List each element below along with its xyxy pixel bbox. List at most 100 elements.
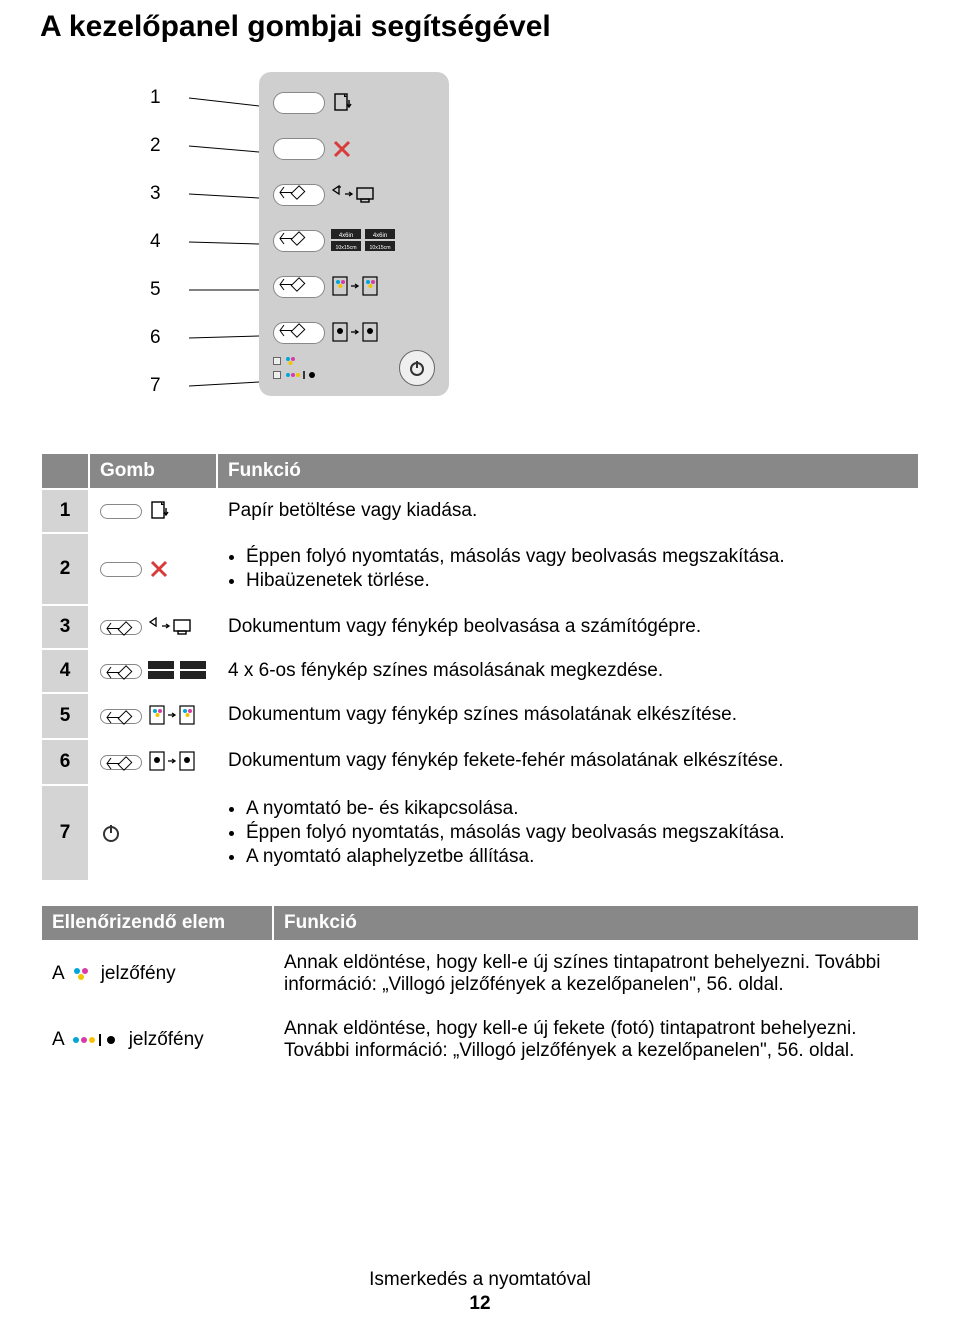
power-button[interactable]	[399, 350, 435, 386]
panel-row-2	[273, 132, 435, 166]
mini-button[interactable]	[100, 562, 142, 577]
row-num: 1	[42, 490, 88, 532]
label-b: jelzőfény	[101, 963, 176, 985]
table-row: 4 4 x 6-os fénykép színes másolásának me…	[42, 650, 918, 692]
control-panel: 4x6in 10x15cm 4x6in 10x15cm	[259, 72, 449, 396]
table-row: 3 Dokumentum vagy fénykép beolvasása a s…	[42, 606, 918, 648]
mini-button[interactable]	[100, 709, 142, 724]
row-icon	[90, 534, 216, 604]
scan-to-pc-icon	[331, 184, 377, 206]
row-desc: 4 x 6-os fénykép színes másolásának megk…	[218, 650, 918, 692]
table-row: 5 Dokumentum vagy fénykép színes másolat…	[42, 694, 918, 738]
row-icon	[90, 786, 216, 880]
row-icon	[90, 694, 216, 738]
button-scan[interactable]	[273, 184, 325, 206]
row-desc: Éppen folyó nyomtatás, másolás vagy beol…	[218, 534, 918, 604]
row-num: 6	[42, 740, 88, 784]
button-paper[interactable]	[273, 92, 325, 114]
row-icon	[90, 490, 216, 532]
bw-copy-icon	[148, 750, 198, 774]
elem-cell: A jelzőfény	[42, 942, 272, 1006]
button-4x6[interactable]	[273, 230, 325, 252]
desc-item: A nyomtató be- és kikapcsolása.	[246, 798, 908, 820]
mini-button[interactable]	[100, 664, 142, 679]
svg-text:10x15cm: 10x15cm	[335, 245, 356, 251]
panel-num-1: 1	[150, 84, 161, 112]
scan-to-pc-icon	[148, 616, 194, 638]
panel-bottom	[273, 350, 435, 386]
row-icon	[90, 740, 216, 784]
row-icon	[90, 650, 216, 692]
table-row: 1 Papír betöltése vagy kiadása.	[42, 490, 918, 532]
svg-text:4x6in: 4x6in	[372, 233, 386, 239]
cancel-icon	[148, 558, 170, 580]
table-row: 2 Éppen folyó nyomtatás, másolás vagy be…	[42, 534, 918, 604]
row-num: 5	[42, 694, 88, 738]
panel-num-6: 6	[150, 324, 161, 352]
th-gomb: Gomb	[90, 454, 216, 488]
mini-button[interactable]	[100, 504, 142, 519]
label-b: jelzőfény	[129, 1029, 204, 1051]
button-bw-copy[interactable]	[273, 322, 325, 344]
row-desc: Dokumentum vagy fénykép színes másolatán…	[218, 694, 918, 738]
table-row: 6 Dokumentum vagy fénykép fekete-fehér m…	[42, 740, 918, 784]
panel-num-2: 2	[150, 132, 161, 160]
panel-num-4: 4	[150, 228, 161, 256]
button-color-copy[interactable]	[273, 276, 325, 298]
th-funkcio2: Funkció	[274, 906, 918, 940]
page-title: A kezelőpanel gombjai segítségével	[40, 10, 920, 44]
photo-size-icon	[180, 661, 206, 681]
row-desc: A nyomtató be- és kikapcsolása. Éppen fo…	[218, 786, 918, 880]
th-blank	[42, 454, 88, 488]
panel-row-6	[273, 316, 435, 350]
mini-button[interactable]	[100, 755, 142, 770]
panel-illustration: 1 2 3 4 5 6 7	[150, 72, 920, 424]
footer-title: Ismerkedés a nyomtatóval	[0, 1268, 960, 1293]
button-cancel[interactable]	[273, 138, 325, 160]
power-icon	[408, 359, 426, 377]
panel-row-5	[273, 270, 435, 304]
row-num: 4	[42, 650, 88, 692]
desc-item: Éppen folyó nyomtatás, másolás vagy beol…	[246, 822, 908, 844]
indicators-table: Ellenőrizendő elem Funkció A jelzőfény A…	[40, 904, 920, 1074]
row-desc: Dokumentum vagy fénykép fekete-fehér más…	[218, 740, 918, 784]
photo-size-icon: 4x6in 10x15cm 4x6in 10x15cm	[331, 229, 395, 253]
row-num: 3	[42, 606, 88, 648]
panel-num-3: 3	[150, 180, 161, 208]
cancel-icon	[331, 138, 353, 160]
label-a: A	[52, 963, 65, 985]
panel-row-1	[273, 86, 435, 120]
color-copy-icon	[331, 275, 381, 299]
desc-item: A nyomtató alaphelyzetbe állítása.	[246, 846, 908, 868]
panel-num-5: 5	[150, 276, 161, 304]
svg-text:4x6in: 4x6in	[338, 233, 352, 239]
leader-lines	[189, 84, 259, 424]
panel-number-list: 1 2 3 4 5 6 7	[150, 72, 161, 400]
mini-button[interactable]	[100, 620, 142, 635]
row-desc: Papír betöltése vagy kiadása.	[218, 490, 918, 532]
elem-desc: Annak eldöntése, hogy kell-e új színes t…	[274, 942, 918, 1006]
table-row: A jelzőfény Annak eldöntése, hogy kell-e…	[42, 1008, 918, 1072]
row-num: 7	[42, 786, 88, 880]
panel-num-7: 7	[150, 372, 161, 400]
elem-cell: A jelzőfény	[42, 1008, 272, 1072]
panel-row-4: 4x6in 10x15cm 4x6in 10x15cm	[273, 224, 435, 258]
bw-copy-icon	[331, 321, 381, 345]
row-num: 2	[42, 534, 88, 604]
th-funkcio: Funkció	[218, 454, 918, 488]
desc-item: Éppen folyó nyomtatás, másolás vagy beol…	[246, 546, 908, 568]
label-a: A	[52, 1029, 65, 1051]
photo-size-icon	[148, 661, 174, 681]
black-ink-icon	[71, 1032, 123, 1048]
color-ink-icon	[71, 966, 95, 982]
page-footer: Ismerkedés a nyomtatóval 12	[0, 1268, 960, 1317]
paper-feed-icon	[331, 92, 353, 114]
power-icon	[100, 822, 122, 844]
row-desc: Dokumentum vagy fénykép beolvasása a szá…	[218, 606, 918, 648]
panel-row-3	[273, 178, 435, 212]
svg-text:10x15cm: 10x15cm	[369, 245, 390, 251]
table-row: A jelzőfény Annak eldöntése, hogy kell-e…	[42, 942, 918, 1006]
led-group	[273, 356, 318, 380]
paper-feed-icon	[148, 500, 170, 522]
table-row: 7 A nyomtató be- és kikapcsolása. Éppen …	[42, 786, 918, 880]
